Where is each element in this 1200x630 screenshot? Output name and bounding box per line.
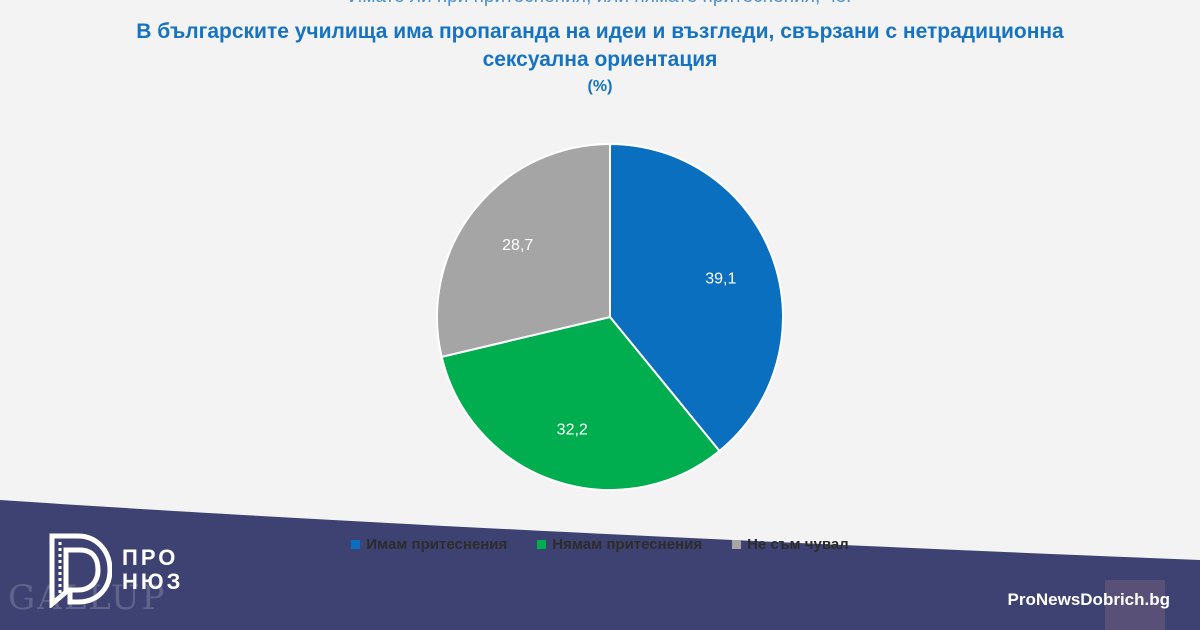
chart-title: В българските училища има пропаганда на … xyxy=(136,20,1064,43)
pie-slice-2 xyxy=(440,315,721,491)
pie-label-1: 39,1 xyxy=(705,270,736,287)
chart-question: Имате ли при притеснения, или нямате при… xyxy=(0,0,1200,8)
legend-label: Не съм чувал xyxy=(747,536,849,553)
pie-label-2: 32,2 xyxy=(557,421,588,438)
chart-unit: (%) xyxy=(587,78,613,95)
pie-slice-3 xyxy=(436,142,611,359)
legend-item-2: Нямам притеснения xyxy=(537,536,702,553)
pie-label-3: 28,7 xyxy=(502,237,533,254)
pronews-logo[interactable]: ПРО НЮЗ xyxy=(46,532,183,608)
pie-slice-1 xyxy=(609,142,784,453)
logo-line1: ПРО xyxy=(122,545,179,570)
legend-swatch xyxy=(351,540,361,549)
legend-item-1: Имам притеснения xyxy=(351,536,507,553)
legend-label: Нямам притеснения xyxy=(552,536,703,553)
legend-item-3: Не съм чувал xyxy=(732,536,849,553)
logo-line2: НЮЗ xyxy=(122,569,184,594)
logo-mark-icon xyxy=(49,533,112,608)
legend-swatch xyxy=(732,540,742,549)
chart-title-line2: сексуална ориентация xyxy=(482,48,718,71)
legend-label: Имам притеснения xyxy=(366,536,508,553)
site-name[interactable]: ProNewsDobrich.bg xyxy=(1007,590,1170,609)
legend-swatch xyxy=(537,540,547,549)
